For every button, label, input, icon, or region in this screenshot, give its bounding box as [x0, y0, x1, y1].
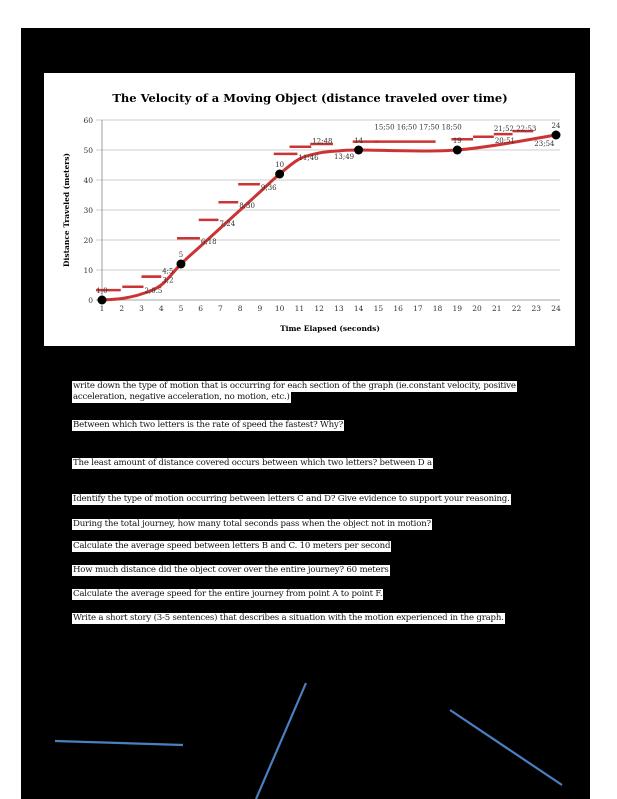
data-label: 11;46: [298, 154, 319, 162]
x-tick-label: 2: [119, 304, 124, 313]
x-tick-label: 1: [100, 304, 105, 313]
y-axis-label: Distance Traveled (meters): [62, 153, 71, 267]
x-tick-label: 19: [453, 304, 463, 313]
question-0: write down the type of motion that is oc…: [72, 381, 517, 392]
data-label: 4;5: [162, 268, 173, 276]
data-label: 13;49: [334, 153, 354, 161]
data-label: 2;0.5: [144, 287, 162, 295]
y-tick-label: 50: [83, 146, 93, 155]
x-tick-label: 20: [472, 304, 482, 313]
point-label: 10: [275, 161, 284, 169]
data-label: 9;36: [261, 184, 277, 192]
y-tick-label: 20: [83, 236, 93, 245]
x-tick-label: 13: [334, 304, 344, 313]
x-tick-label: 12: [314, 304, 324, 313]
blue-line-3: [449, 709, 563, 786]
x-tick-label: 23: [531, 304, 541, 313]
point-label: 1;0: [96, 287, 107, 295]
data-label: 20;51: [495, 137, 515, 145]
chart-title: The Velocity of a Moving Object (distanc…: [112, 91, 507, 105]
x-tick-label: 18: [433, 304, 443, 313]
question-2: Between which two letters is the rate of…: [72, 420, 345, 431]
y-tick-label: 40: [83, 176, 93, 185]
x-tick-label: 14: [354, 304, 364, 313]
x-tick-label: 22: [512, 304, 522, 313]
question-8: Calculate the average speed for the enti…: [72, 589, 384, 600]
x-tick-label: 10: [275, 304, 285, 313]
data-label: 15;50 16;50 17;50 18;50: [374, 124, 461, 132]
data-label: 3;2: [162, 277, 173, 285]
y-tick-label: 30: [83, 206, 93, 215]
x-tick-label: 17: [413, 304, 423, 313]
x-tick-label: 24: [551, 304, 561, 313]
x-tick-label: 6: [198, 304, 203, 313]
data-label: 23;54: [534, 140, 555, 148]
point-label: 14: [354, 137, 363, 145]
data-label: 21;52 22;53: [494, 125, 537, 133]
x-tick-label: 16: [393, 304, 403, 313]
question-1: acceleration, negative acceleration, no …: [72, 392, 291, 403]
x-tick-label: 15: [374, 304, 384, 313]
data-point: [176, 259, 186, 269]
question-6: Calculate the average speed between lett…: [72, 541, 392, 552]
data-label: 12;48: [312, 138, 332, 146]
point-label: 24: [552, 122, 561, 130]
x-tick-label: 7: [218, 304, 223, 313]
question-9: Write a short story (3-5 sentences) that…: [72, 613, 505, 624]
point-label: 5: [179, 251, 183, 259]
y-tick-label: 10: [83, 266, 93, 275]
blue-line-2: [254, 682, 308, 799]
data-label: 6;18: [201, 238, 217, 246]
data-point: [275, 169, 285, 179]
x-axis-label: Time Elapsed (seconds): [280, 324, 380, 333]
x-tick-label: 3: [139, 304, 144, 313]
data-point: [551, 130, 561, 140]
x-tick-label: 9: [258, 304, 263, 313]
blue-line-1: [54, 739, 184, 747]
point-label: 19: [453, 137, 462, 145]
chart-container: [44, 73, 575, 346]
data-label: 7;24: [219, 220, 235, 228]
data-label: 8;30: [239, 202, 255, 210]
question-7: How much distance did the object cover o…: [72, 565, 390, 576]
question-3: The least amount of distance covered occ…: [72, 458, 433, 469]
x-tick-label: 8: [238, 304, 243, 313]
data-point: [354, 145, 364, 155]
data-point: [97, 295, 107, 305]
x-tick-label: 21: [492, 304, 502, 313]
x-tick-label: 11: [295, 304, 305, 313]
y-tick-label: 0: [88, 296, 93, 305]
x-tick-label: 4: [159, 304, 164, 313]
y-tick-label: 60: [83, 116, 93, 125]
question-5: During the total journey, how many total…: [72, 519, 432, 530]
data-point: [452, 145, 462, 155]
x-tick-label: 5: [179, 304, 184, 313]
question-4: Identify the type of motion occurring be…: [72, 494, 511, 505]
